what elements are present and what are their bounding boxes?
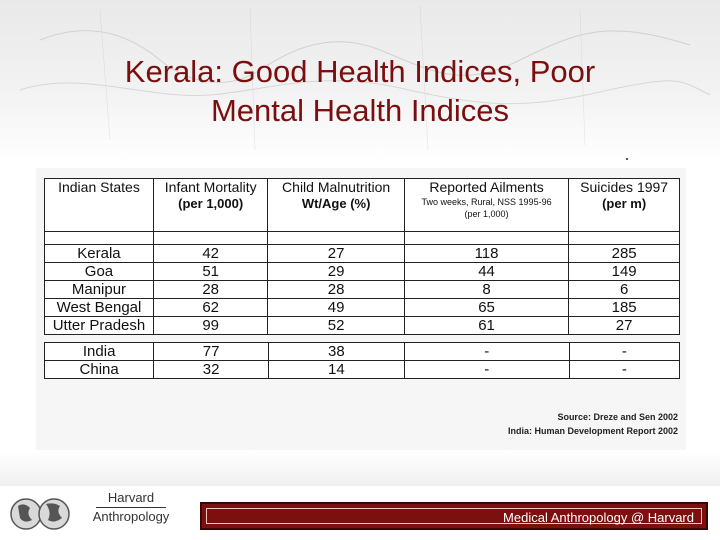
state-cell: Manipur	[44, 280, 154, 299]
value-cell: 42	[152, 244, 269, 263]
country-cell: India	[43, 342, 155, 361]
value-cell: 285	[568, 244, 680, 263]
header-suicides: Suicides 1997 (per m)	[568, 178, 680, 232]
value-cell: -	[568, 360, 681, 379]
value-cell: 8	[403, 280, 570, 299]
brand-divider	[96, 507, 166, 508]
harvard-anthropology-brand: Harvard Anthropology	[82, 490, 180, 525]
source-line-2: India: Human Development Report 2002	[507, 426, 678, 436]
table-row: Manipur 28 28 8 6	[44, 280, 680, 299]
footer-divider	[0, 452, 720, 486]
brand-line-1: Harvard	[107, 490, 155, 505]
footer-text: Medical Anthropology @ Harvard	[503, 510, 694, 525]
source-line-1: Source: Dreze and Sen 2002	[557, 412, 678, 422]
title-line-1: Kerala: Good Health Indices, Poor	[124, 54, 596, 89]
title-line-2: Mental Health Indices	[210, 93, 510, 128]
value-cell: 44	[403, 262, 570, 281]
value-cell: 38	[267, 342, 405, 361]
health-indices-table: Indian States Infant Mortality (per 1,000…	[44, 178, 680, 335]
comparison-table: India 77 38 - - China 32 14 - -	[43, 342, 681, 379]
table-row: China 32 14 - -	[43, 360, 681, 379]
scan-artifact	[626, 158, 628, 160]
value-cell: 49	[267, 298, 405, 317]
footer-bar-inner-border	[206, 508, 702, 524]
state-cell: West Bengal	[44, 298, 154, 317]
slide-background	[0, 0, 720, 160]
value-cell: -	[403, 360, 570, 379]
table-row: West Bengal 62 49 65 185	[44, 298, 680, 317]
value-cell: 99	[152, 316, 269, 335]
header-indian-states: Indian States	[44, 178, 154, 232]
state-cell: Kerala	[44, 244, 154, 263]
globe-icon	[10, 498, 70, 530]
value-cell: 65	[403, 298, 570, 317]
value-cell: -	[403, 342, 570, 361]
value-cell: -	[568, 342, 681, 361]
value-cell: 27	[267, 244, 405, 263]
value-cell: 52	[267, 316, 405, 335]
state-cell: Utter Pradesh	[44, 316, 154, 335]
header-child-malnutrition: Child Malnutrition Wt/Age (%)	[267, 178, 405, 232]
table-header-row: Indian States Infant Mortality (per 1,000…	[44, 178, 680, 232]
value-cell: 28	[152, 280, 269, 299]
value-cell: 27	[568, 316, 680, 335]
table-spacer-row	[44, 231, 680, 245]
value-cell: 28	[267, 280, 405, 299]
value-cell: 32	[153, 360, 269, 379]
value-cell: 51	[152, 262, 269, 281]
value-cell: 118	[403, 244, 570, 263]
table-row: Goa 51 29 44 149	[44, 262, 680, 281]
value-cell: 14	[267, 360, 405, 379]
value-cell: 29	[267, 262, 405, 281]
header-infant-mortality: Infant Mortality (per 1,000)	[152, 178, 269, 232]
value-cell: 185	[568, 298, 680, 317]
source-note: Source: Dreze and Sen 2002 India: Human …	[420, 410, 678, 438]
footer-bar: Medical Anthropology @ Harvard	[200, 502, 708, 530]
country-cell: China	[43, 360, 155, 379]
value-cell: 61	[403, 316, 570, 335]
header-reported-ailments: Reported Ailments Two weeks, Rural, NSS 1…	[403, 178, 570, 232]
brand-line-2: Anthropology	[92, 509, 170, 524]
value-cell: 62	[152, 298, 269, 317]
slide-title: Kerala: Good Health Indices, Poor Mental…	[40, 52, 680, 130]
table-row: India 77 38 - -	[43, 342, 681, 361]
world-map-background	[19, 5, 711, 151]
table-row: Kerala 42 27 118 285	[44, 244, 680, 263]
value-cell: 6	[568, 280, 680, 299]
table-row: Utter Pradesh 99 52 61 27	[44, 316, 680, 335]
value-cell: 149	[568, 262, 680, 281]
state-cell: Goa	[44, 262, 154, 281]
value-cell: 77	[153, 342, 269, 361]
